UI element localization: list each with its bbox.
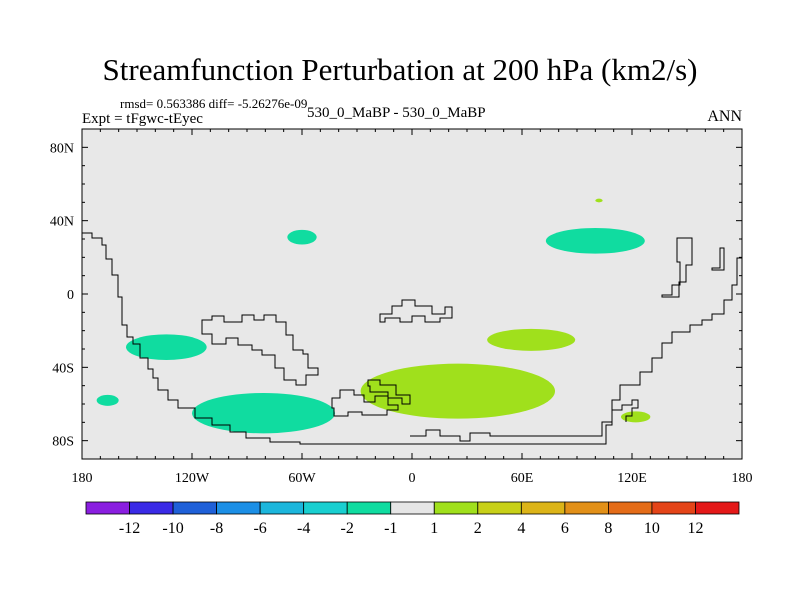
colorbar-label: -12: [119, 520, 140, 537]
coastline-africa-fragment: [379, 299, 453, 323]
coastline-south-america: [201, 314, 319, 386]
x-tick-label: 180: [732, 471, 753, 486]
anomaly-region-1: [126, 334, 207, 360]
colorbar-swatch: [695, 501, 740, 515]
colorbar-label: 10: [644, 520, 660, 537]
y-tick-label: 80S: [52, 435, 74, 450]
anomaly-region-2: [96, 394, 119, 406]
y-tick-label: 80N: [50, 141, 74, 156]
y-tick-label: 0: [67, 288, 74, 303]
rmsd-diff-stats: rmsd= 0.563386 diff= -5.26276e-09: [120, 96, 308, 111]
anomaly-region-9: [595, 198, 603, 203]
chart-title: Streamfunction Perturbation at 200 hPa (…: [102, 52, 698, 87]
anomaly-region-4: [287, 229, 317, 245]
anomaly-layer: [96, 198, 651, 434]
colorbar-label: 4: [517, 520, 525, 537]
colorbar-swatch: [651, 501, 696, 515]
colorbar-label: 6: [561, 520, 569, 537]
coastline-east-coast: [410, 233, 743, 442]
colorbar-swatch: [608, 501, 653, 515]
colorbar-label: -10: [162, 520, 183, 537]
x-tick-label: 0: [409, 471, 416, 486]
x-tick-label: 60E: [511, 471, 534, 486]
colorbar-swatch: [346, 501, 392, 515]
season-label: ANN: [707, 108, 742, 125]
colorbar-swatch: [259, 501, 305, 515]
x-tick-label: 180: [72, 471, 93, 486]
y-tick-label: 40N: [50, 215, 74, 230]
colorbar-swatch: [390, 501, 435, 515]
experiment-label: Expt = tFgwc-tEyec: [82, 111, 203, 127]
coastline-island-right: [711, 247, 725, 271]
x-tick-label: 60W: [288, 471, 316, 486]
coastline-americas: [82, 232, 639, 445]
colorbar-swatch: [477, 501, 522, 515]
anomaly-region-5: [545, 228, 645, 254]
x-tick-label: 120E: [617, 471, 647, 486]
colorbar-swatch: [564, 501, 609, 515]
anomaly-region-6: [360, 363, 555, 419]
colorbar-swatch: [85, 501, 130, 515]
coastline-atlantic-islands: [367, 379, 411, 405]
y-tick-label: 40S: [52, 361, 74, 376]
colorbar-label: -2: [341, 520, 354, 537]
anomaly-region-3: [192, 393, 335, 434]
coastline-antarctic-peninsula: [331, 389, 399, 417]
colorbar-swatch: [129, 501, 174, 515]
colorbar-swatch: [520, 501, 566, 515]
colorbar-label: 12: [687, 520, 703, 537]
anomaly-region-8: [621, 411, 651, 423]
colorbar-swatch: [303, 501, 348, 515]
colorbar-swatch: [172, 501, 217, 515]
coastline-layer: [82, 232, 743, 445]
colorbar-swatch: [216, 501, 261, 515]
colorbar-label: -4: [297, 520, 310, 537]
colorbar-label: -8: [210, 520, 223, 537]
experiment-names: 530_0_MaBP - 530_0_MaBP: [307, 105, 486, 121]
colorbar-swatch: [433, 501, 479, 515]
colorbar: -12 -10 -8 -6 -4 -2 -1 1 2 4 6 8 10 12: [85, 501, 740, 537]
axis-ticks: 180 120W 60W 0 60E 120E 180 80N 40N 0 40S 80S: [50, 128, 753, 486]
colorbar-label: 1: [430, 520, 438, 537]
coastline-island-east: [661, 237, 693, 298]
colorbar-label: 2: [474, 520, 482, 537]
colorbar-label: -1: [384, 520, 397, 537]
anomaly-region-7: [487, 328, 576, 351]
colorbar-label: 8: [604, 520, 612, 537]
x-tick-label: 120W: [175, 471, 210, 486]
colorbar-label: -6: [253, 520, 266, 537]
